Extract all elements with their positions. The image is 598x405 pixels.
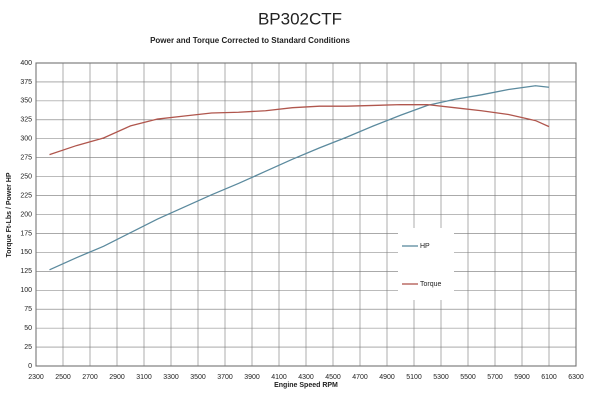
x-tick-label: 2500 xyxy=(55,374,71,381)
x-tick-label: 3900 xyxy=(244,374,260,381)
x-tick-label: 6300 xyxy=(568,374,584,381)
y-tick-label: 225 xyxy=(20,192,32,199)
y-tick-label: 275 xyxy=(20,155,32,162)
y-tick-label: 400 xyxy=(20,60,32,67)
y-tick-label: 350 xyxy=(20,98,32,105)
x-tick-label: 4500 xyxy=(325,374,341,381)
y-tick-label: 125 xyxy=(20,268,32,275)
x-tick-label: 2300 xyxy=(28,374,44,381)
legend-box xyxy=(398,228,454,300)
y-tick-label: 150 xyxy=(20,249,32,256)
y-tick-label: 175 xyxy=(20,230,32,237)
x-tick-label: 4700 xyxy=(352,374,368,381)
x-tick-label: 4300 xyxy=(298,374,314,381)
y-tick-label: 100 xyxy=(20,287,32,294)
x-tick-label: 5900 xyxy=(514,374,530,381)
legend-label: Torque xyxy=(420,281,442,288)
chart-title: BP302CTF xyxy=(258,9,342,28)
x-tick-label: 4900 xyxy=(379,374,395,381)
x-tick-label: 6100 xyxy=(541,374,557,381)
x-tick-label: 2900 xyxy=(109,374,125,381)
y-tick-label: 200 xyxy=(20,211,32,218)
series-line xyxy=(49,104,550,156)
y-tick-label: 50 xyxy=(24,325,32,332)
y-tick-label: 75 xyxy=(24,306,32,313)
y-axis-label: Torque Ft-Lbs / Power HP xyxy=(6,172,13,257)
x-tick-label: 3100 xyxy=(136,374,152,381)
x-tick-label: 2700 xyxy=(82,374,98,381)
y-tick-label: 300 xyxy=(20,136,32,143)
legend-label: HP xyxy=(420,243,430,250)
x-tick-label: 4100 xyxy=(271,374,287,381)
x-tick-label: 5300 xyxy=(433,374,449,381)
x-axis-label: Engine Speed RPM xyxy=(274,382,338,389)
x-tick-label: 3300 xyxy=(163,374,179,381)
series-line xyxy=(49,85,550,271)
x-tick-label: 5700 xyxy=(487,374,503,381)
x-tick-label: 5500 xyxy=(460,374,476,381)
y-tick-label: 325 xyxy=(20,117,32,124)
x-tick-label: 3700 xyxy=(217,374,233,381)
chart-subtitle: Power and Torque Corrected to Standard C… xyxy=(150,36,350,45)
x-tick-label: 3500 xyxy=(190,374,206,381)
y-tick-label: 250 xyxy=(20,173,32,180)
y-tick-label: 375 xyxy=(20,79,32,86)
y-tick-label: 0 xyxy=(28,363,32,370)
x-tick-label: 5100 xyxy=(406,374,422,381)
y-tick-label: 25 xyxy=(24,344,32,351)
